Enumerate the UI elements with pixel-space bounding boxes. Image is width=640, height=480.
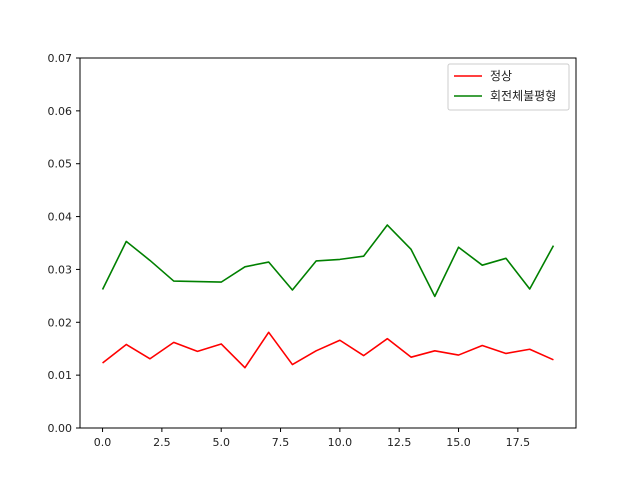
x-tick-label: 5.0 [212,436,230,449]
x-tick-label: 7.5 [272,436,290,449]
legend-label-normal: 정상 [490,69,512,83]
plot-series [101,224,555,369]
x-tick-label: 12.5 [387,436,412,449]
x-tick-label: 2.5 [153,436,171,449]
series-line-normal [102,331,554,369]
x-tick-label: 17.5 [506,436,531,449]
y-tick-label: 0.03 [48,263,73,276]
x-axis: 0.0 2.5 5.0 7.5 10.0 12.5 15.0 17.5 [94,428,530,449]
y-tick-label: 0.07 [48,52,73,65]
y-tick-label: 0.02 [48,316,73,329]
y-tick-label: 0.00 [48,422,73,435]
legend: 정상 회전체불평형 [447,63,570,111]
legend-label-unbalance: 회전체불평형 [490,89,556,103]
series-line-unbalance [101,224,555,298]
y-tick-label: 0.06 [48,105,73,118]
y-axis: 0.00 0.01 0.02 0.03 0.04 0.05 0.06 0.07 [48,52,80,435]
x-tick-label: 15.0 [446,436,471,449]
y-tick-label: 0.05 [48,158,73,171]
plot-area-frame [79,57,577,429]
x-tick-label: 0.0 [94,436,112,449]
y-tick-label: 0.01 [48,369,73,382]
y-tick-label: 0.04 [48,211,73,224]
x-tick-label: 10.0 [328,436,353,449]
